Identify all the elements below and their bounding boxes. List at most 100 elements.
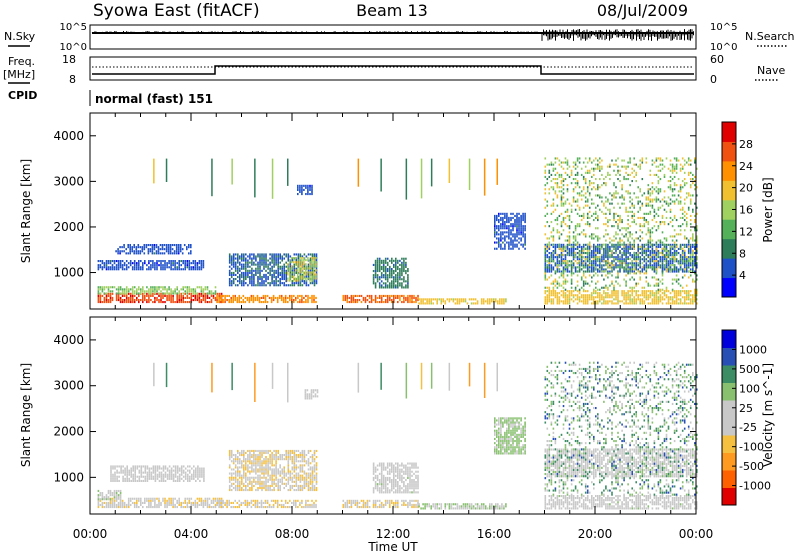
data-cell bbox=[166, 262, 168, 265]
data-cell bbox=[520, 214, 522, 217]
data-cell bbox=[671, 300, 674, 303]
data-cell bbox=[397, 265, 399, 268]
data-cell bbox=[653, 243, 656, 246]
data-cell bbox=[265, 261, 267, 264]
data-cell bbox=[637, 253, 639, 256]
data-cell bbox=[578, 245, 581, 248]
data-cell bbox=[146, 268, 148, 271]
data-cell bbox=[273, 261, 275, 264]
data-cell bbox=[368, 301, 371, 304]
nsearch-tick-bottom: 10^0 bbox=[710, 42, 737, 53]
data-cell bbox=[117, 292, 120, 295]
data-cell bbox=[297, 265, 299, 268]
data-cell bbox=[493, 298, 495, 301]
data-cell bbox=[582, 229, 585, 232]
data-cell bbox=[115, 288, 118, 291]
data-cell bbox=[564, 296, 567, 299]
data-cell bbox=[420, 302, 422, 305]
data-cell bbox=[409, 294, 411, 297]
data-cell bbox=[629, 245, 631, 248]
data-cell bbox=[619, 268, 621, 271]
data-cell bbox=[582, 214, 585, 217]
data-cell bbox=[580, 231, 583, 234]
data-cell bbox=[156, 292, 158, 295]
data-cell bbox=[374, 282, 377, 285]
data-cell bbox=[683, 290, 686, 293]
data-cell bbox=[164, 294, 166, 297]
data-cell bbox=[277, 257, 279, 260]
data-cell bbox=[621, 227, 623, 230]
data-cell bbox=[645, 219, 648, 222]
data-cell bbox=[607, 294, 609, 297]
data-cell bbox=[285, 280, 287, 283]
data-cell bbox=[679, 258, 682, 261]
data-cell bbox=[552, 210, 555, 213]
data-cell bbox=[474, 302, 477, 305]
data-cell bbox=[639, 270, 641, 273]
data-cell bbox=[651, 266, 654, 269]
data-cell bbox=[552, 260, 555, 263]
data-cell bbox=[267, 267, 269, 270]
data-cell bbox=[629, 254, 631, 257]
data-cell bbox=[265, 257, 267, 260]
data-cell bbox=[401, 282, 403, 285]
data-cell bbox=[665, 268, 668, 271]
data-cell bbox=[204, 296, 207, 299]
data-cell bbox=[202, 296, 205, 299]
data-cell bbox=[643, 252, 646, 255]
data-cell bbox=[440, 300, 443, 303]
data-cell bbox=[154, 262, 156, 265]
data-cell bbox=[156, 286, 158, 289]
data-cell bbox=[661, 253, 664, 256]
data-cell bbox=[635, 266, 637, 269]
data-cell bbox=[623, 258, 625, 261]
data-cell bbox=[667, 264, 670, 267]
data-cell bbox=[237, 284, 239, 287]
data-cell bbox=[256, 299, 259, 302]
data-cell bbox=[562, 294, 565, 297]
data-cell bbox=[631, 221, 633, 224]
data-cell bbox=[291, 259, 294, 262]
data-cell bbox=[267, 263, 269, 266]
nsearch-label: N.Search bbox=[745, 30, 795, 43]
data-cell bbox=[641, 294, 644, 297]
data-cell bbox=[397, 294, 399, 297]
data-cell bbox=[524, 243, 526, 246]
data-cell bbox=[597, 292, 599, 295]
data-cell bbox=[103, 286, 106, 289]
data-cell bbox=[295, 261, 297, 264]
data-cell bbox=[208, 301, 211, 304]
data-cell bbox=[576, 171, 579, 174]
data-cell bbox=[228, 282, 231, 285]
data-cell bbox=[603, 292, 605, 295]
data-cell bbox=[546, 163, 549, 166]
data-cell bbox=[629, 266, 631, 269]
data-cell bbox=[657, 262, 660, 265]
data-cell bbox=[552, 167, 555, 170]
data-cell bbox=[552, 237, 555, 240]
data-cell bbox=[420, 300, 422, 303]
data-cell bbox=[615, 190, 617, 193]
data-cell bbox=[295, 263, 297, 266]
data-cell bbox=[162, 301, 164, 304]
data-cell bbox=[623, 294, 625, 297]
data-cell bbox=[159, 252, 162, 255]
data-cell bbox=[544, 249, 547, 252]
data-cell bbox=[275, 269, 277, 272]
data-cell bbox=[572, 243, 575, 246]
data-cell bbox=[372, 263, 375, 266]
data-cell bbox=[667, 260, 670, 263]
data-cell bbox=[301, 190, 303, 193]
data-cell bbox=[593, 212, 595, 215]
data-cell bbox=[685, 268, 688, 271]
data-cell bbox=[635, 163, 637, 166]
data-cell bbox=[303, 280, 306, 283]
data-cell bbox=[566, 280, 569, 283]
data-cell bbox=[190, 299, 193, 302]
data-cell bbox=[615, 192, 617, 195]
data-cell bbox=[615, 173, 617, 176]
data-cell bbox=[123, 294, 126, 297]
data-cell bbox=[140, 292, 142, 295]
data-cell bbox=[350, 294, 353, 297]
data-cell bbox=[502, 233, 504, 236]
